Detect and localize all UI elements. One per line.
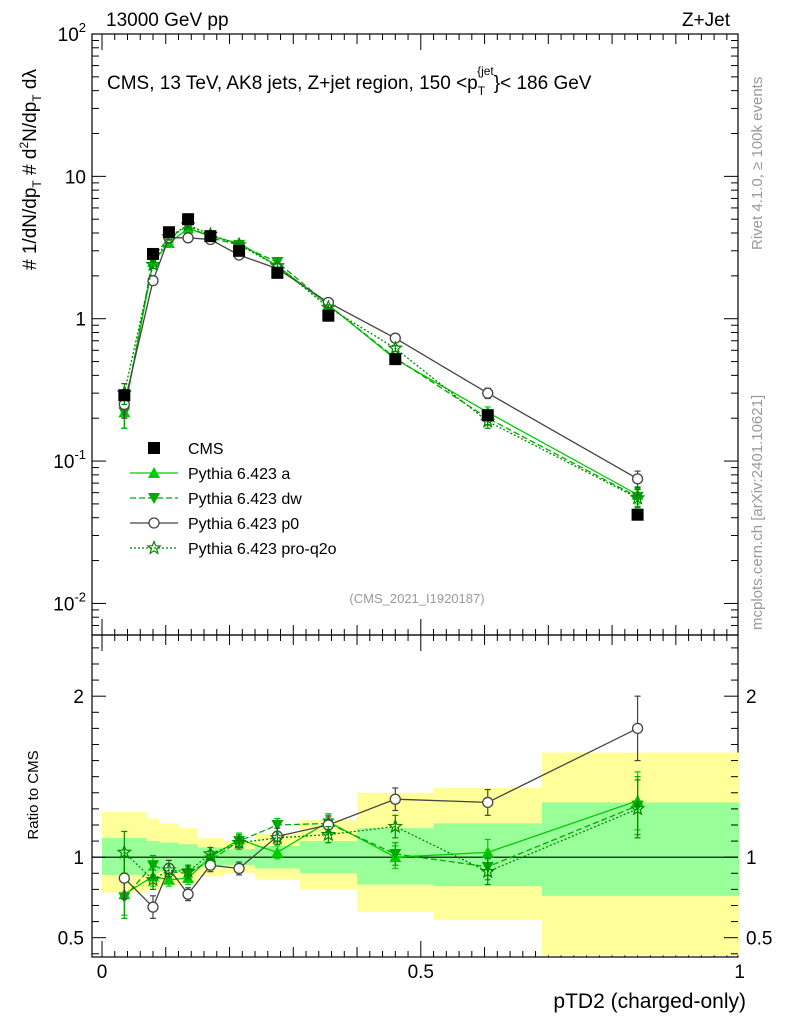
x-tick-label: 0.5 xyxy=(408,962,434,983)
data-point xyxy=(116,844,133,859)
legend: CMS Pythia 6.423 a Pythia 6.423 dw Pythia 6… xyxy=(130,441,337,558)
legend-label: CMS xyxy=(188,441,224,458)
series-cms xyxy=(118,213,644,521)
data-point xyxy=(147,275,159,287)
data-point xyxy=(233,244,246,257)
ratio-y-tick-label-right: 1 xyxy=(746,848,757,869)
data-point xyxy=(481,846,494,858)
header-left: 13000 GeV pp xyxy=(106,10,229,31)
data-point xyxy=(145,871,161,887)
legend-label: Pythia 6.423 pro-q2o xyxy=(188,541,337,558)
data-point xyxy=(631,508,644,521)
data-point xyxy=(389,353,402,366)
data-point xyxy=(147,860,160,872)
data-point xyxy=(202,845,219,861)
data-point xyxy=(482,387,494,399)
legend-item: Pythia 6.423 dw xyxy=(130,491,302,508)
main-title-sub: T xyxy=(478,84,486,98)
data-point xyxy=(271,819,284,831)
header-right: Z+Jet xyxy=(682,10,731,31)
x-tick-label: 1 xyxy=(734,962,745,983)
data-point xyxy=(161,861,177,877)
main-ylabel-text: # 1/dN/dpT # d2N/dpT dλ xyxy=(17,69,44,270)
y-tick-label: 10-2 xyxy=(53,589,86,615)
legend-marker xyxy=(148,442,160,454)
series-line xyxy=(123,224,638,498)
legend-marker xyxy=(148,493,160,504)
data-point xyxy=(387,818,404,834)
data-point xyxy=(387,340,404,355)
data-point xyxy=(322,309,335,322)
x-axis-label: pTD2 (charged-only) xyxy=(553,990,746,1013)
legend-item: Pythia 6.423 p0 xyxy=(130,516,299,533)
ratio-ylabel: Ratio to CMS xyxy=(25,750,42,839)
analysis-id: (CMS_2021_I1920187) xyxy=(349,591,484,606)
legend-marker xyxy=(148,467,160,478)
mcplots-note: mcplots.cern.ch [arXiv:2401.10621] xyxy=(749,395,766,630)
data-point xyxy=(320,826,337,842)
data-point xyxy=(147,247,160,260)
legend-marker xyxy=(148,517,160,529)
data-point xyxy=(231,834,247,850)
data-point xyxy=(271,846,284,858)
legend-item: Pythia 6.423 a xyxy=(130,466,290,483)
ratio-y-tick-label: 0.5 xyxy=(58,929,84,950)
data-point xyxy=(182,888,194,900)
main-panel: 10-2 10-1 1 10 102 xyxy=(53,20,739,636)
x-tick-label: 0 xyxy=(97,962,108,983)
legend-label: Pythia 6.423 dw xyxy=(188,491,302,508)
data-point xyxy=(389,848,402,860)
data-point xyxy=(204,230,217,243)
series-pythia-6-423-pro-q2o xyxy=(116,216,646,509)
data-point xyxy=(631,722,644,735)
data-point xyxy=(162,873,175,885)
ratio-panel: 0 0.5 10.5 0.51 12 2 xyxy=(58,634,772,983)
series-pythia-6-423-a xyxy=(118,222,644,505)
main-title-part2: }< 186 GeV xyxy=(494,73,592,94)
data-point xyxy=(162,226,175,239)
data-point xyxy=(629,489,646,505)
inner-band xyxy=(541,802,740,896)
data-point xyxy=(145,256,161,272)
data-point xyxy=(182,213,195,226)
main-title: CMS, 13 TeV, AK8 jets, Z+jet region, 150… xyxy=(107,64,592,98)
data-point xyxy=(631,473,644,485)
data-point xyxy=(481,409,494,422)
y-tick-label: 1 xyxy=(75,310,86,331)
legend-item: Pythia 6.423 pro-q2o xyxy=(130,539,337,558)
ratio-y-tick-label: 2 xyxy=(73,687,84,708)
data-point xyxy=(271,266,284,279)
data-point xyxy=(180,863,196,879)
series-pythia-6-423-dw xyxy=(118,220,644,508)
legend-marker xyxy=(146,539,162,555)
main-title-part1: CMS, 13 TeV, AK8 jets, Z+jet region, 150… xyxy=(107,73,478,94)
data-point xyxy=(204,859,217,871)
data-point xyxy=(118,389,131,402)
series-pythia-6-423-pro-q2o xyxy=(116,779,646,890)
data-point xyxy=(233,862,245,875)
main-title-sup: {jet xyxy=(477,64,494,78)
rivet-note: Rivet 4.1.0, ≥ 100k events xyxy=(749,77,766,250)
y-tick-label: 10 xyxy=(65,167,86,188)
main-ylabel: # 1/dN/dpT # d2N/dpT dλ xyxy=(17,69,44,270)
data-point xyxy=(482,796,494,809)
data-point xyxy=(147,901,159,913)
legend-item: CMS xyxy=(148,441,224,458)
ratio-y-tick-label-right: 2 xyxy=(746,687,757,708)
ratio-y-tick-label: 1 xyxy=(73,848,84,869)
data-point xyxy=(118,872,130,884)
data-point xyxy=(269,829,286,845)
legend-label: Pythia 6.423 p0 xyxy=(188,516,299,533)
y-tick-label: 102 xyxy=(58,20,86,46)
ratio-y-tick-label-right: 0.5 xyxy=(746,929,772,950)
data-point xyxy=(271,257,284,269)
y-tick-label: 10-1 xyxy=(53,447,86,473)
data-point xyxy=(629,800,646,816)
data-point xyxy=(479,863,496,879)
data-point xyxy=(182,232,194,244)
data-point xyxy=(389,793,401,805)
legend-label: Pythia 6.423 a xyxy=(188,466,290,483)
